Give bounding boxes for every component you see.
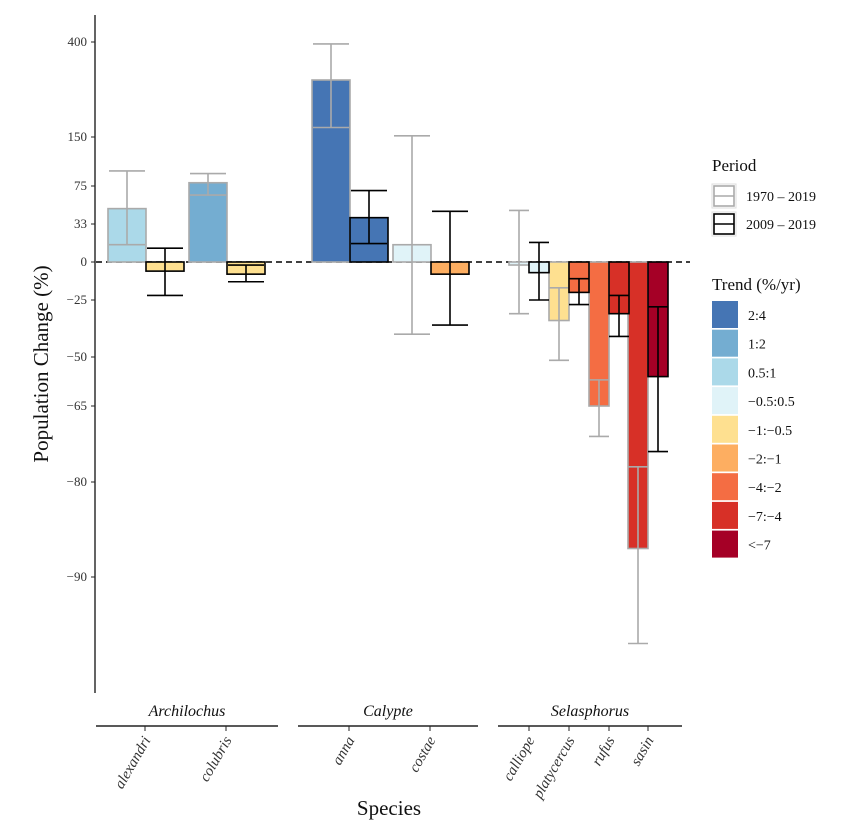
legend-period-label: 2009 – 2019	[746, 218, 816, 233]
y-axis-title: Population Change (%)	[29, 265, 53, 462]
legend-trend-label: −1:−0.5	[748, 424, 792, 439]
legend-trend-title: Trend (%/yr)	[712, 275, 801, 294]
legend-trend-label: −0.5:0.5	[748, 395, 795, 410]
y-tick-label: −25	[67, 292, 87, 307]
y-tick-label: 33	[74, 216, 87, 231]
species-label-rufus: rufus	[589, 734, 618, 769]
legend-trend-label: −4:−2	[748, 481, 782, 496]
legend-trend-swatch	[712, 329, 738, 357]
legend-trend-swatch	[712, 358, 738, 386]
y-tick-label: −90	[67, 569, 87, 584]
y-tick-label: 400	[68, 34, 88, 49]
species-label-costae: costae	[406, 734, 439, 775]
legend-trend-swatch	[712, 501, 738, 529]
group-label-selasphorus: Selasphorus	[551, 703, 629, 720]
y-tick-label: 75	[74, 178, 87, 193]
axes: 400 150 75 33 0 −25 −50 −65 −80 −90 Population Cha…	[29, 15, 682, 820]
legend-period-title: Period	[712, 156, 757, 175]
legend-trend-swatch	[712, 415, 738, 443]
legend-trend-swatch	[712, 530, 738, 558]
group-label-calypte: Calypte	[363, 703, 413, 720]
legend-period-label: 1970 – 2019	[746, 190, 816, 205]
legend-trend-swatch	[712, 301, 738, 328]
bar-marks	[107, 43, 669, 645]
y-tick-label: −50	[67, 349, 87, 364]
bar-colubris-1970	[188, 181, 228, 263]
legend-trend-label: −7:−4	[748, 510, 782, 525]
y-tick-label: −80	[67, 474, 87, 489]
x-axis-title: Species	[357, 796, 421, 820]
legend-trend-label: 2:4	[748, 309, 766, 324]
species-label-alexandri: alexandri	[112, 734, 155, 792]
species-label-calliope: calliope	[500, 734, 538, 784]
legend-trend-swatch	[712, 387, 738, 415]
y-tick-label: −65	[67, 398, 87, 413]
y-tick-label: 0	[81, 254, 88, 269]
legend-trend-swatch	[712, 473, 738, 501]
y-tick-label: 150	[68, 129, 88, 144]
legend-trend-label: 0.5:1	[748, 366, 776, 381]
group-label-archilochus: Archilochus	[148, 703, 226, 720]
legend: Period 1970 – 2019 2009 – 2019 Trend (%/yr)…	[711, 156, 816, 558]
species-label-sasin: sasin	[628, 734, 657, 769]
species-label-colubris: colubris	[197, 734, 236, 785]
legend-trend-swatch	[712, 444, 738, 472]
legend-trend-label: 1:2	[748, 338, 766, 353]
species-label-anna: anna	[330, 734, 359, 768]
legend-trend-label: <−7	[748, 539, 771, 554]
legend-trend-label: −2:−1	[748, 453, 782, 468]
